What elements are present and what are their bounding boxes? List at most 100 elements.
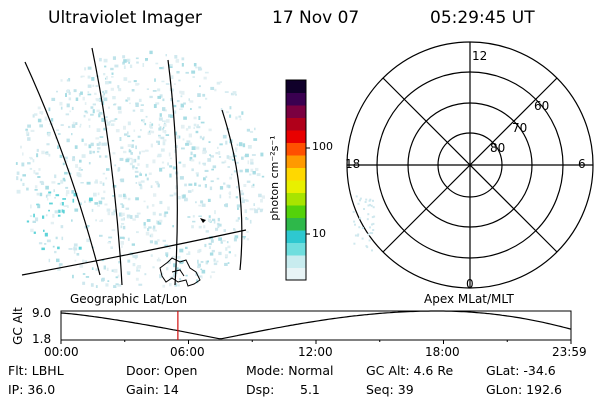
emission-speckle (146, 88, 149, 90)
emission-speckle (224, 262, 228, 266)
emission-speckle (158, 123, 161, 126)
emission-speckle (235, 161, 239, 164)
emission-speckle (366, 218, 369, 221)
emission-speckle (107, 106, 110, 109)
emission-speckle (226, 241, 229, 244)
emission-speckle (208, 215, 211, 218)
emission-speckle (72, 157, 76, 162)
emission-speckle (111, 72, 114, 75)
emission-speckle (120, 236, 124, 239)
emission-speckle (126, 271, 131, 274)
emission-speckle (58, 265, 61, 268)
emission-speckle (247, 160, 250, 165)
emission-speckle (369, 203, 371, 206)
emission-speckle (127, 237, 130, 241)
emission-speckle (136, 231, 139, 234)
emission-speckle (68, 248, 73, 250)
emission-speckle (56, 129, 59, 131)
emission-speckle (249, 208, 254, 211)
emission-speckle (188, 133, 192, 138)
emission-speckle (210, 155, 214, 158)
emission-speckle (146, 205, 149, 209)
emission-speckle (26, 187, 29, 191)
emission-speckle (75, 164, 78, 168)
emission-speckle (137, 135, 141, 138)
emission-speckle (164, 244, 169, 248)
emission-speckle (197, 259, 199, 264)
emission-speckle (245, 199, 249, 202)
emission-speckle (368, 239, 371, 242)
emission-speckle (352, 210, 355, 213)
emission-speckle (32, 114, 35, 118)
emission-speckle (198, 275, 203, 278)
emission-speckle (121, 212, 125, 216)
emission-speckle (216, 81, 221, 85)
emission-speckle (211, 168, 214, 171)
emission-speckle (45, 194, 48, 198)
emission-speckle (160, 148, 165, 152)
emission-speckle (155, 102, 160, 105)
emission-speckle (208, 141, 211, 143)
emission-speckle (107, 211, 110, 216)
emission-speckle (184, 197, 188, 202)
emission-speckle (195, 66, 198, 69)
emission-speckle (158, 213, 162, 216)
emission-speckle (44, 232, 48, 237)
emission-speckle (99, 155, 102, 158)
emission-speckle (47, 193, 51, 197)
emission-speckle (118, 261, 121, 264)
emission-speckle (16, 189, 21, 194)
emission-speckle (133, 158, 137, 163)
emission-speckle (27, 162, 31, 165)
emission-speckle (159, 274, 162, 279)
emission-speckle (59, 202, 62, 206)
emission-speckle (135, 277, 139, 281)
emission-speckle (110, 246, 113, 249)
emission-speckle (143, 200, 146, 203)
emission-speckle (235, 116, 238, 120)
emission-speckle (173, 104, 177, 108)
emission-speckle (132, 109, 136, 112)
emission-speckle (68, 91, 71, 95)
emission-speckle (139, 173, 142, 176)
emission-speckle (160, 136, 165, 140)
emission-speckle (365, 245, 368, 248)
emission-speckle (74, 208, 79, 212)
emission-speckle (102, 90, 104, 93)
emission-speckle (101, 101, 105, 105)
emission-speckle (198, 225, 202, 229)
emission-speckle (62, 198, 66, 200)
emission-speckle (142, 63, 145, 67)
emission-speckle (103, 73, 106, 76)
emission-speckle (153, 229, 157, 232)
emission-speckle (190, 159, 195, 162)
emission-speckle (104, 142, 108, 146)
emission-speckle (82, 273, 86, 275)
emission-speckle (205, 230, 209, 233)
emission-speckle (224, 160, 227, 164)
emission-speckle (198, 161, 201, 165)
emission-speckle (243, 237, 246, 240)
emission-speckle (193, 123, 197, 127)
emission-speckle (243, 184, 247, 187)
emission-speckle (226, 184, 229, 188)
emission-speckle (148, 172, 152, 175)
emission-speckle (228, 251, 231, 254)
emission-speckle (370, 204, 373, 207)
emission-speckle (97, 204, 100, 207)
emission-speckle (185, 142, 190, 146)
emission-speckle (218, 251, 222, 256)
time-label: 05:29:45 UT (430, 8, 535, 28)
emission-speckle (250, 168, 254, 172)
emission-speckle (157, 221, 162, 225)
emission-speckle (173, 110, 177, 114)
emission-speckle (371, 232, 374, 235)
emission-speckle (105, 81, 109, 85)
emission-speckle (138, 98, 142, 102)
emission-speckle (86, 181, 91, 185)
emission-speckle (161, 161, 165, 164)
emission-speckle (95, 268, 98, 271)
emission-speckle (162, 66, 165, 70)
emission-speckle (54, 210, 59, 214)
emission-speckle (365, 198, 368, 201)
